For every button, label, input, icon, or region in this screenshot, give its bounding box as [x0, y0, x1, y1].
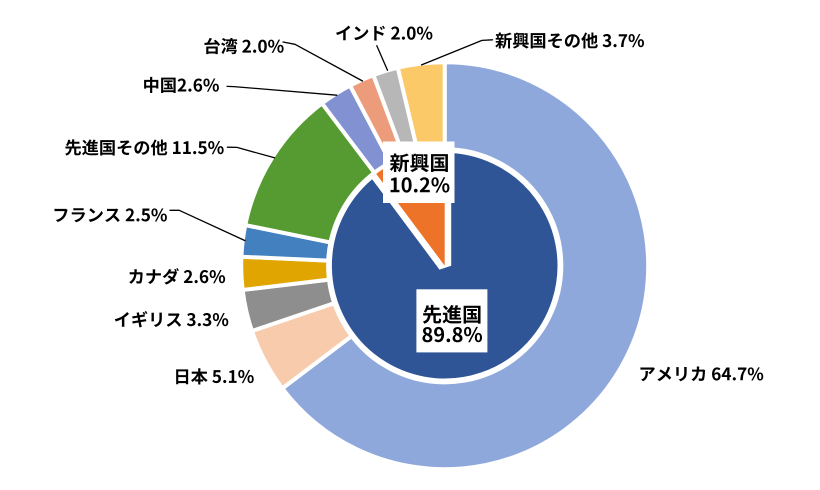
glyph [193, 150, 197, 155]
leader-line-developed-other [226, 146, 276, 159]
center-label-emerging-box [383, 141, 455, 203]
glyph [197, 322, 201, 327]
leader-line-france [169, 209, 246, 242]
leader-lines [169, 39, 494, 242]
leader-line-china [226, 85, 338, 96]
center-label-developed [416, 289, 488, 353]
glyph [613, 43, 617, 48]
leader-line-india [376, 45, 389, 71]
glyph [136, 218, 140, 222]
center-label-emerging [383, 141, 455, 203]
glyph [194, 279, 198, 284]
glyph [401, 36, 406, 40]
leader-line-taiwan [282, 41, 364, 82]
glyph [732, 377, 736, 381]
glyph [188, 88, 192, 92]
glyph [253, 49, 257, 53]
glyph [413, 188, 418, 193]
glyph [446, 338, 451, 343]
outer-ring [239, 60, 651, 472]
outer-ring-slice-usa [279, 60, 651, 472]
glyph [223, 379, 227, 384]
leader-line-emerging-other [420, 39, 494, 66]
